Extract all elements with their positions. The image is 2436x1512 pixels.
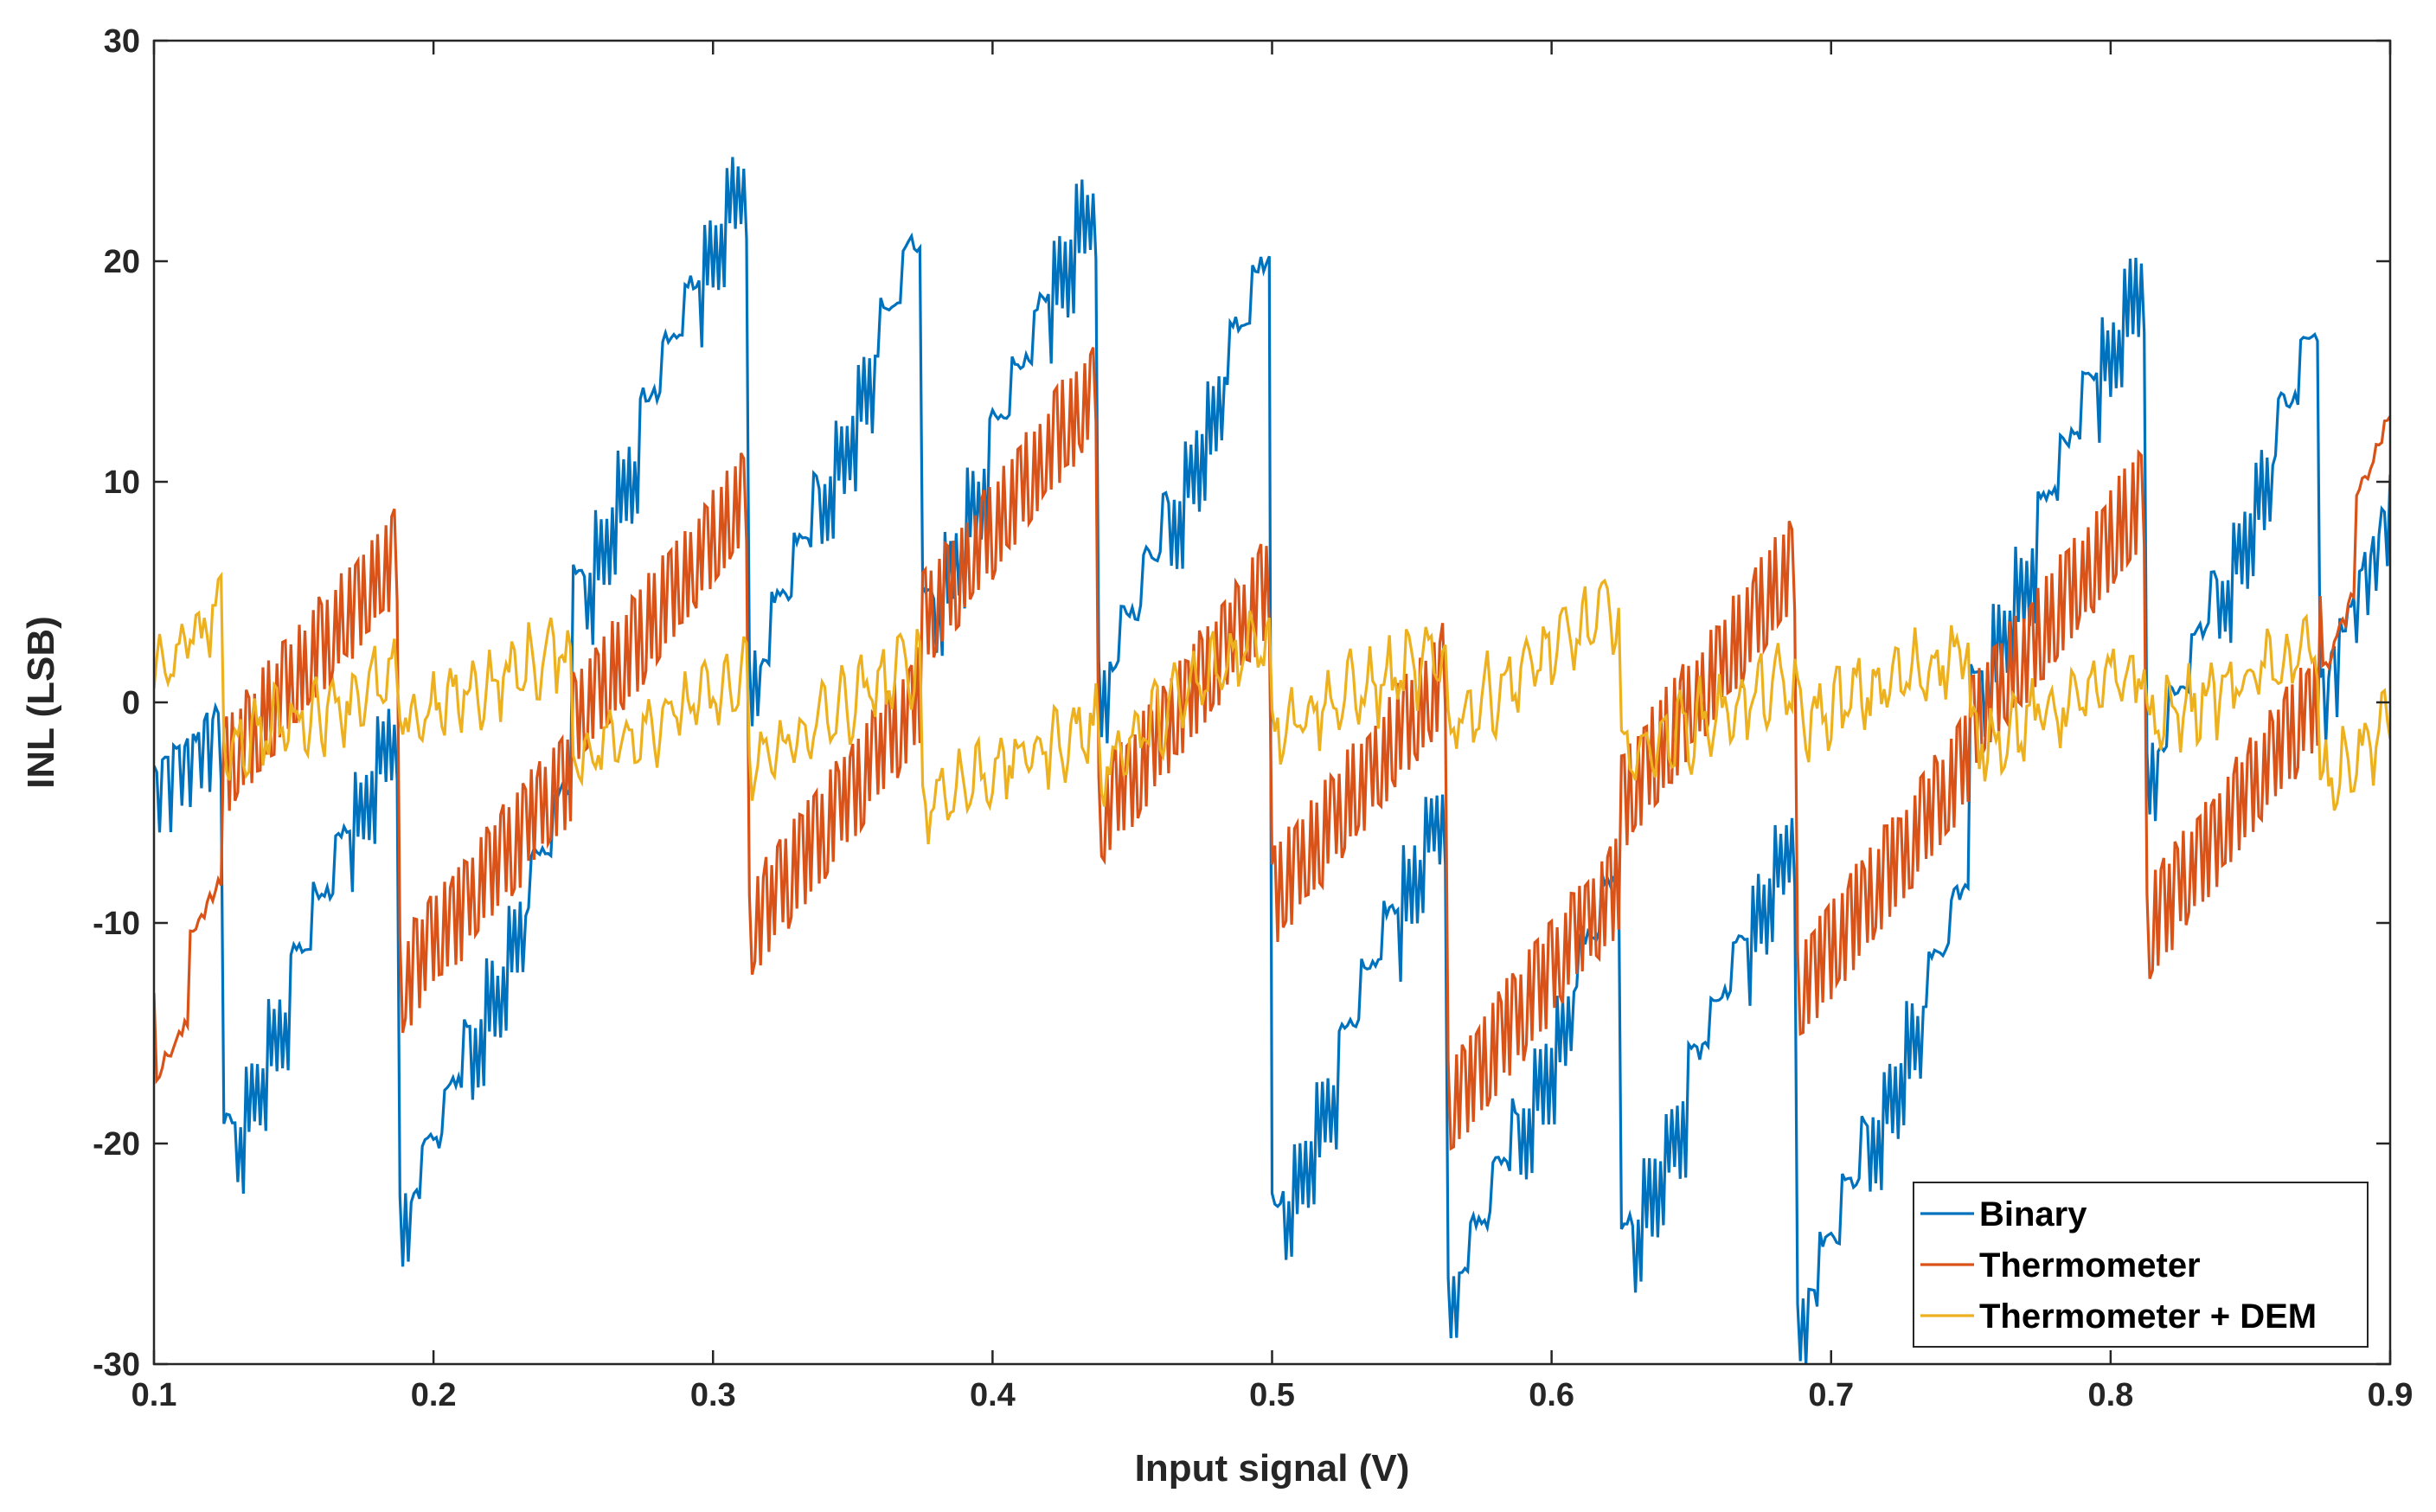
y-tick-label: 30 <box>104 23 140 60</box>
y-tick-label: -10 <box>93 906 140 942</box>
series-line-binary <box>154 157 2390 1364</box>
y-tick-label: 20 <box>104 244 140 280</box>
x-tick-label: 0.1 <box>131 1377 177 1413</box>
x-tick-label: 0.3 <box>690 1377 736 1413</box>
x-axis-label: Input signal (V) <box>1135 1447 1410 1490</box>
legend: Binary Thermometer Thermometer + DEM <box>1913 1182 2369 1348</box>
y-tick-label: -20 <box>93 1126 140 1163</box>
legend-entry-label: Thermometer + DEM <box>1979 1297 2317 1336</box>
x-tick-label: 0.5 <box>1249 1377 1295 1413</box>
y-tick-label: 10 <box>104 464 140 501</box>
y-tick-label: -30 <box>93 1347 140 1383</box>
series-group <box>154 157 2390 1364</box>
x-tick-label: 0.6 <box>1529 1377 1574 1413</box>
y-tick-label: 0 <box>122 685 140 721</box>
y-axis-ticks: -30 -20 -10 0 10 20 30 <box>93 23 2390 1383</box>
x-axis-ticks: 0.1 0.2 0.3 0.4 0.5 0.6 0.7 0.8 0.9 <box>131 41 2414 1413</box>
x-tick-label: 0.7 <box>1808 1377 1854 1413</box>
series-line-thermometer-dem <box>154 571 2390 845</box>
x-tick-label: 0.9 <box>2368 1377 2414 1413</box>
x-tick-label: 0.8 <box>2087 1377 2133 1413</box>
legend-entry-label: Thermometer <box>1979 1246 2201 1285</box>
x-tick-label: 0.4 <box>970 1377 1016 1413</box>
y-axis-label: INL (LSB) <box>20 616 62 789</box>
series-line-thermometer <box>154 347 2390 1151</box>
legend-box <box>1913 1182 2369 1348</box>
legend-entry-label: Binary <box>1979 1195 2087 1233</box>
x-tick-label: 0.2 <box>411 1377 457 1413</box>
